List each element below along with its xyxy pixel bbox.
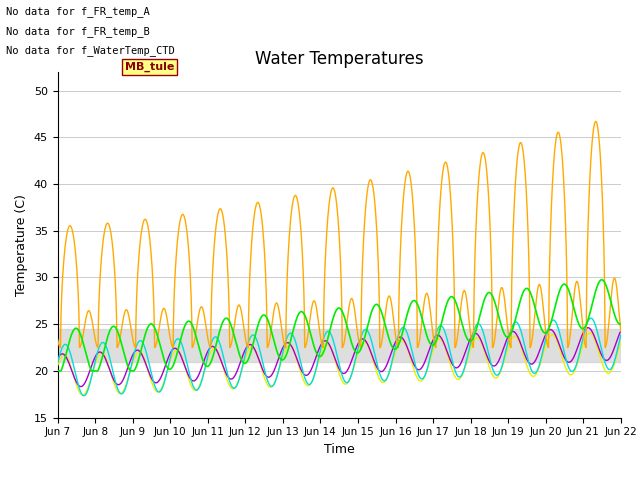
Y-axis label: Temperature (C): Temperature (C): [15, 194, 28, 296]
Text: No data for f_WaterTemp_CTD: No data for f_WaterTemp_CTD: [6, 45, 175, 56]
Bar: [58, 329, 621, 361]
Text: No data for f_FR_temp_B: No data for f_FR_temp_B: [6, 25, 150, 36]
Text: No data for f_FR_temp_A: No data for f_FR_temp_A: [6, 6, 150, 17]
X-axis label: Time: Time: [324, 443, 355, 456]
Text: MB_tule: MB_tule: [125, 61, 174, 72]
Title: Water Temperatures: Water Temperatures: [255, 49, 424, 68]
